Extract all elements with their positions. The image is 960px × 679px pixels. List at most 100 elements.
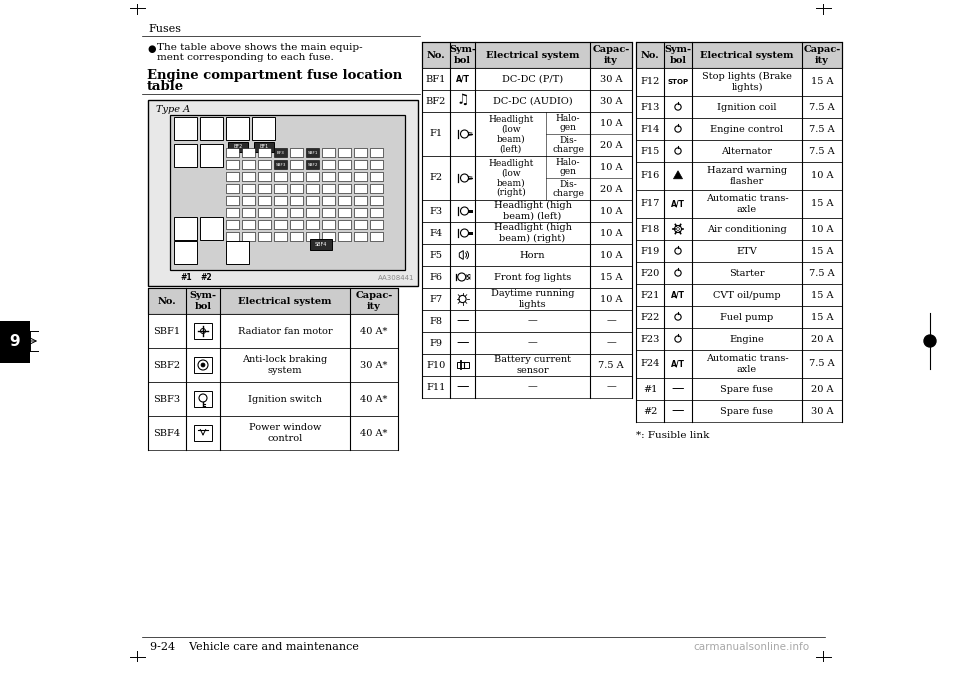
Bar (422, 354, 632, 376)
Text: —: — (672, 405, 684, 418)
Text: —: — (606, 339, 616, 348)
Text: Headlight (high
beam) (right): Headlight (high beam) (right) (493, 223, 571, 243)
Bar (258, 208, 271, 217)
Bar (306, 196, 319, 205)
Text: 20 A: 20 A (600, 185, 622, 194)
Text: F11: F11 (426, 382, 445, 392)
Text: 7.5 A: 7.5 A (809, 147, 835, 155)
Text: Electrical system: Electrical system (486, 50, 579, 60)
Bar (258, 160, 271, 169)
Text: F17: F17 (640, 200, 660, 208)
Text: No.: No. (157, 297, 177, 306)
Bar (290, 148, 303, 157)
Polygon shape (674, 170, 683, 179)
Bar (322, 148, 335, 157)
Text: No.: No. (640, 50, 660, 60)
Bar (422, 222, 632, 244)
Bar (636, 306, 842, 328)
Text: BF1: BF1 (426, 75, 446, 84)
Text: SBF1: SBF1 (154, 327, 180, 335)
Bar (148, 416, 398, 450)
Bar (290, 208, 303, 217)
Bar (242, 208, 255, 217)
Text: ♫: ♫ (456, 93, 468, 107)
Bar (258, 220, 271, 229)
Bar (636, 118, 842, 140)
Text: F16: F16 (640, 172, 660, 181)
Text: A/T: A/T (671, 359, 685, 369)
Text: Headlight
(low
beam)
(right): Headlight (low beam) (right) (488, 159, 534, 197)
Text: 15 A: 15 A (811, 312, 833, 321)
Text: F10: F10 (426, 361, 445, 369)
Text: 7.5 A: 7.5 A (809, 124, 835, 134)
Bar (174, 217, 197, 240)
Bar (306, 208, 319, 217)
Text: Front fog lights: Front fog lights (493, 272, 571, 282)
Bar (457, 362, 468, 368)
Bar (274, 148, 287, 157)
Bar (290, 184, 303, 193)
Bar (242, 220, 255, 229)
Text: F9: F9 (429, 339, 443, 348)
Text: Anti-lock braking
system: Anti-lock braking system (242, 355, 327, 375)
Text: DC-DC (AUDIO): DC-DC (AUDIO) (492, 96, 572, 105)
Bar (354, 172, 367, 181)
Bar (370, 208, 383, 217)
Bar (636, 42, 842, 68)
Text: *: Fusible link: *: Fusible link (636, 431, 709, 441)
Bar (338, 232, 351, 241)
Text: SBF3: SBF3 (154, 394, 180, 403)
Text: Battery current
sensor: Battery current sensor (494, 355, 571, 375)
Bar (636, 240, 842, 262)
Bar (310, 239, 332, 250)
Bar (636, 190, 842, 218)
Bar (258, 232, 271, 241)
Text: 7.5 A: 7.5 A (809, 359, 835, 369)
Text: F21: F21 (640, 291, 660, 299)
Text: 20 A: 20 A (600, 141, 622, 149)
Text: 40 A*: 40 A* (360, 327, 388, 335)
Bar (354, 220, 367, 229)
Text: —: — (672, 382, 684, 395)
Bar (370, 196, 383, 205)
Bar (258, 196, 271, 205)
Bar (226, 148, 239, 157)
Text: F14: F14 (640, 124, 660, 134)
Text: BF3: BF3 (276, 151, 284, 155)
Text: 15 A: 15 A (811, 291, 833, 299)
Bar (0, 321, 30, 363)
Text: SBF4: SBF4 (154, 428, 180, 437)
Bar (636, 328, 842, 350)
Bar (194, 425, 212, 441)
Bar (226, 208, 239, 217)
Text: —: — (456, 337, 468, 350)
Text: Sym-
bol: Sym- bol (664, 45, 691, 65)
Bar (200, 117, 223, 140)
Bar (290, 160, 303, 169)
Text: —: — (606, 316, 616, 325)
Bar (322, 220, 335, 229)
Text: SBF2: SBF2 (154, 361, 180, 369)
Bar (636, 140, 842, 162)
Bar (306, 220, 319, 229)
Text: Type A: Type A (156, 105, 190, 115)
Bar (422, 288, 632, 310)
Text: SBF1: SBF1 (307, 151, 318, 155)
Text: BF2: BF2 (233, 144, 243, 149)
Bar (306, 148, 319, 157)
Bar (422, 200, 632, 222)
Bar (242, 196, 255, 205)
Bar (354, 148, 367, 157)
Text: Hazard warning
flasher: Hazard warning flasher (707, 166, 787, 185)
Text: F8: F8 (429, 316, 443, 325)
Text: ●: ● (147, 44, 156, 54)
Bar (370, 184, 383, 193)
Bar (354, 196, 367, 205)
Text: Automatic trans-
axle: Automatic trans- axle (706, 194, 788, 214)
Text: Capac-
ity: Capac- ity (355, 291, 393, 311)
Text: F3: F3 (429, 206, 443, 215)
Polygon shape (459, 251, 464, 259)
Text: —: — (606, 382, 616, 392)
Text: 30 A: 30 A (600, 96, 622, 105)
Bar (274, 208, 287, 217)
